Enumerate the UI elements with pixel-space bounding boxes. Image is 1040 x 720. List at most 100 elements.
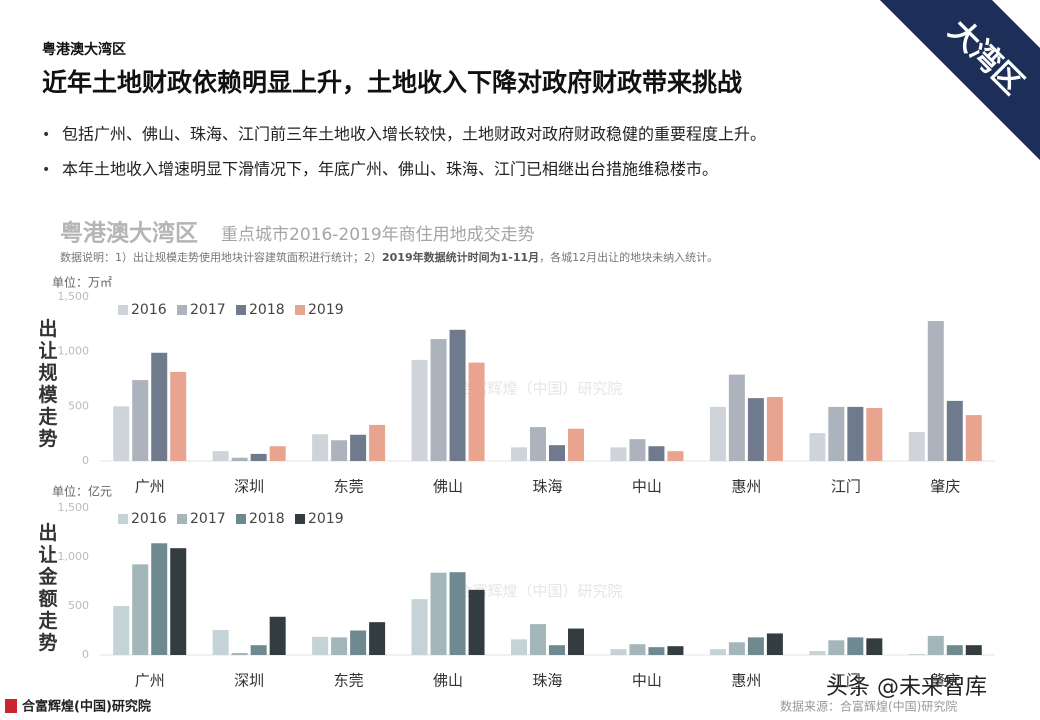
y-tick-label: 0 — [82, 648, 89, 661]
bar — [430, 339, 447, 461]
bar — [648, 446, 665, 461]
x-tick-label: 深圳 — [234, 672, 264, 690]
bar — [866, 638, 883, 655]
note-part: 数据说明：1）出让规模走势使用地块计容建筑面积进行统计；2） — [60, 250, 382, 264]
legend-label: 2016 — [131, 302, 167, 318]
corner-ribbon — [880, 0, 1040, 160]
bar — [809, 433, 826, 461]
unit-label: 单位：万㎡ — [52, 275, 112, 290]
bar — [231, 653, 248, 655]
bar — [965, 415, 982, 461]
bar — [250, 645, 267, 655]
bar — [747, 637, 764, 655]
bar — [610, 649, 627, 655]
chart-subtitle: 重点城市2016-2019年商住用地成交走势 — [221, 225, 535, 245]
bar — [369, 622, 386, 655]
bar — [511, 639, 527, 655]
bar — [728, 642, 745, 655]
bar — [250, 453, 267, 461]
chart-title: 粤港澳大湾区 — [60, 220, 198, 247]
x-tick-label: 广州 — [135, 672, 165, 690]
bar — [610, 447, 627, 461]
watermark: 合富辉煌（中国）研究院 — [457, 582, 622, 600]
header-kicker: 粤港澳大湾区 — [42, 41, 126, 58]
bar — [530, 624, 546, 655]
legend-swatch — [295, 305, 305, 315]
bar — [568, 428, 584, 461]
bar — [411, 599, 428, 655]
chart-note: 数据说明：1）出让规模走势使用地块计容建筑面积进行统计；2）2019年数据统计时… — [60, 250, 718, 264]
legend-swatch — [295, 514, 305, 524]
legend-swatch — [177, 514, 187, 524]
bar — [269, 616, 286, 655]
bullet-dot: • — [42, 127, 50, 143]
bar — [866, 407, 883, 461]
bar — [449, 329, 466, 461]
bar — [709, 649, 726, 655]
y-tick-label: 1,000 — [58, 550, 90, 563]
logo-icon — [5, 699, 17, 713]
bar — [113, 406, 130, 461]
y-tick-label: 500 — [68, 599, 89, 612]
bar — [667, 451, 684, 461]
x-tick-label: 惠州 — [731, 478, 761, 496]
legend-label: 2018 — [249, 302, 285, 318]
x-tick-label: 惠州 — [731, 672, 761, 690]
x-tick-label: 肇庆 — [930, 478, 960, 496]
watermark: 合富辉煌（中国）研究院 — [457, 380, 622, 398]
bar — [212, 630, 229, 655]
bar — [809, 651, 826, 655]
y-tick-label: 0 — [82, 454, 89, 467]
x-tick-label: 东莞 — [334, 672, 364, 690]
bullet-text: 本年土地收入增速明显下滑情况下，年底广州、佛山、珠海、江门已相继出台措施维稳楼市… — [62, 160, 718, 179]
bar — [728, 374, 745, 461]
bar — [113, 606, 130, 655]
footer-logo: 合富辉煌(中国)研究院 — [22, 699, 151, 715]
bar — [331, 637, 348, 655]
legend-swatch — [236, 305, 246, 315]
bar — [965, 645, 982, 655]
bar — [170, 371, 187, 461]
legend-swatch — [118, 305, 128, 315]
bar — [231, 457, 248, 461]
bar — [927, 635, 944, 655]
bar — [350, 434, 367, 461]
x-tick-label: 深圳 — [234, 478, 264, 496]
x-tick-label: 中山 — [632, 672, 662, 690]
footer-source: 数据来源：合富辉煌(中国)研究院 — [780, 699, 957, 714]
bar — [927, 321, 944, 461]
bar — [312, 434, 329, 461]
y-tick-label: 500 — [68, 399, 89, 412]
x-tick-label: 江门 — [831, 672, 861, 690]
bar — [648, 647, 665, 655]
bar — [908, 654, 925, 655]
x-tick-label: 江门 — [831, 478, 861, 496]
bar — [766, 397, 783, 461]
bar — [747, 398, 764, 461]
bar — [766, 633, 783, 655]
bar — [946, 400, 963, 461]
footer-watermark: 头条 @未来智库 — [826, 675, 987, 700]
bar — [132, 380, 149, 461]
note-part: ，各城12月出让的地块未纳入统计。 — [539, 250, 718, 264]
bar — [151, 543, 168, 655]
x-tick-label: 佛山 — [433, 672, 463, 690]
bar — [828, 640, 845, 655]
bar — [709, 406, 726, 461]
legend-swatch — [177, 305, 187, 315]
legend-swatch — [236, 514, 246, 524]
x-tick-label: 佛山 — [433, 478, 463, 496]
bar — [549, 445, 565, 461]
legend-label: 2019 — [308, 302, 344, 318]
y-tick-label: 1,000 — [58, 345, 90, 358]
bar — [847, 637, 864, 655]
note-part: 2019年数据统计时间为1-11月 — [382, 250, 539, 264]
x-tick-label: 广州 — [135, 478, 165, 496]
bar — [629, 439, 646, 461]
bar — [629, 644, 646, 655]
bar — [212, 451, 229, 461]
y-tick-label: 1,500 — [58, 501, 90, 514]
bar — [946, 645, 963, 655]
